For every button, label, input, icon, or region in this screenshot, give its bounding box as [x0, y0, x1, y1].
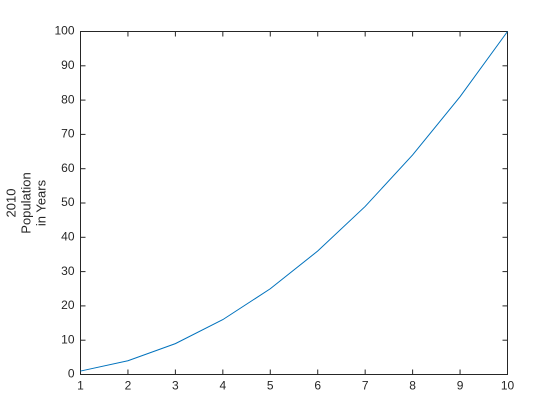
y-tick-label: 0 — [68, 367, 75, 381]
x-tick-label: 7 — [362, 379, 369, 393]
y-tick-label: 70 — [61, 127, 75, 141]
x-tick-label: 10 — [501, 379, 515, 393]
x-tick-label: 4 — [219, 379, 226, 393]
line-series — [80, 31, 508, 372]
y-axis-label: 2010 — [3, 189, 18, 218]
x-tick-label: 2 — [125, 379, 132, 393]
y-tick-label: 30 — [61, 264, 75, 278]
y-axis-label: in Years — [33, 179, 48, 226]
axes-box — [80, 31, 508, 375]
x-tick-label: 5 — [267, 379, 274, 393]
y-tick-label: 50 — [61, 195, 75, 209]
y-tick-label: 40 — [61, 229, 75, 243]
y-tick-label: 90 — [61, 58, 75, 72]
y-tick-label: 100 — [54, 24, 74, 38]
x-tick-label: 9 — [457, 379, 464, 393]
x-tick-label: 3 — [172, 379, 179, 393]
y-axis-label: Population — [18, 172, 33, 233]
y-tick-label: 20 — [61, 298, 75, 312]
x-tick-label: 6 — [314, 379, 321, 393]
y-tick-label: 80 — [61, 92, 75, 106]
y-tick-label: 10 — [61, 332, 75, 346]
x-tick-label: 1 — [77, 379, 84, 393]
y-tick-label: 60 — [61, 161, 75, 175]
x-tick-label: 8 — [409, 379, 416, 393]
